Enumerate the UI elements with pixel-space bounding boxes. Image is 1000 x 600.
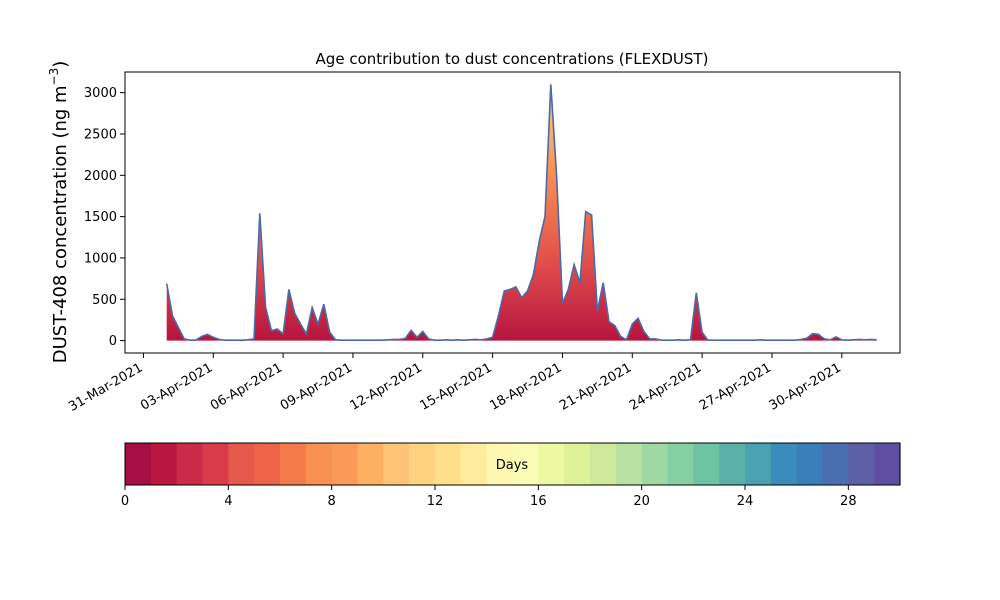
x-tick-label: 06-Apr-2021 xyxy=(208,360,285,413)
colorbar-bin xyxy=(693,443,720,485)
colorbar-bin xyxy=(280,443,307,485)
colorbar: Days 0 4 8 12 16 20 24 28 xyxy=(121,442,901,509)
colorbar-bin xyxy=(460,443,488,485)
colorbar-tick-label: 12 xyxy=(427,494,444,509)
colorbar-bin xyxy=(202,443,229,485)
x-tick-label: 30-Apr-2021 xyxy=(767,360,844,413)
colorbar-bin xyxy=(848,443,875,485)
y-tick-label: 1500 xyxy=(84,210,117,225)
colorbar-bin xyxy=(357,443,384,485)
y-axis-label-main: DUST-408 concentration (ng m xyxy=(50,85,71,363)
x-ticks: 31-Mar-202103-Apr-202106-Apr-202109-Apr-… xyxy=(66,353,844,415)
colorbar-bin xyxy=(874,443,901,485)
chart-title: Age contribution to dust concentrations … xyxy=(316,50,709,68)
colorbar-bin xyxy=(150,443,178,485)
colorbar-tick-label: 8 xyxy=(328,494,336,509)
colorbar-bin xyxy=(254,443,281,485)
y-tick-label: 3000 xyxy=(84,86,117,101)
x-tick-label: 09-Apr-2021 xyxy=(278,360,355,413)
colorbar-bin xyxy=(228,443,255,485)
colorbar-bin xyxy=(435,443,462,485)
colorbar-bin xyxy=(486,443,514,485)
colorbar-bin xyxy=(305,443,333,485)
x-tick-label: 21-Apr-2021 xyxy=(557,360,634,413)
colorbar-bin xyxy=(615,443,643,485)
axes-frame xyxy=(124,71,901,354)
y-tick-label: 1000 xyxy=(84,251,117,266)
colorbar-tick-label: 16 xyxy=(530,494,547,509)
x-tick-label: 15-Apr-2021 xyxy=(417,360,494,413)
y-axis-label-close: ) xyxy=(50,61,71,68)
x-tick-label: 27-Apr-2021 xyxy=(697,360,774,413)
x-tick-label: 31-Mar-2021 xyxy=(66,360,145,414)
colorbar-tick-label: 20 xyxy=(633,494,650,509)
colorbar-bin xyxy=(641,443,669,485)
x-tick-label: 12-Apr-2021 xyxy=(348,360,425,413)
colorbar-tick-label: 28 xyxy=(840,494,857,509)
colorbar-label: Days xyxy=(496,458,529,473)
y-axis-label-sup: −3 xyxy=(47,68,61,86)
colorbar-bin xyxy=(125,443,152,485)
colorbar-bin xyxy=(564,443,591,485)
y-tick-label: 500 xyxy=(92,293,117,308)
colorbar-bin xyxy=(538,443,565,485)
x-tick-label: 24-Apr-2021 xyxy=(627,360,704,413)
colorbar-tick-label: 4 xyxy=(224,494,232,509)
colorbar-bin xyxy=(745,443,772,485)
colorbar-ticks: 0 4 8 12 16 20 24 28 xyxy=(121,485,857,509)
colorbar-bin xyxy=(770,443,798,485)
y-ticks: 0 500 1000 1500 2000 2500 3000 xyxy=(84,86,125,349)
y-tick-label: 2500 xyxy=(84,127,117,142)
colorbar-tick-label: 0 xyxy=(121,494,129,509)
colorbar-bin xyxy=(176,443,204,485)
colorbar-bin xyxy=(331,443,359,485)
colorbar-bin xyxy=(409,443,436,485)
y-tick-label: 0 xyxy=(109,334,117,349)
colorbar-frame xyxy=(124,442,901,486)
colorbar-bin xyxy=(822,443,849,485)
area-total xyxy=(166,84,877,341)
colorbar-bin xyxy=(512,443,539,485)
colorbar-tick-label: 24 xyxy=(737,494,754,509)
x-tick-label: 18-Apr-2021 xyxy=(487,360,564,413)
colorbar-bin xyxy=(590,443,617,485)
colorbar-bin xyxy=(383,443,410,485)
colorbar-bin xyxy=(796,443,824,485)
colorbar-bin xyxy=(719,443,746,485)
y-tick-label: 2000 xyxy=(84,169,117,184)
colorbar-bins xyxy=(125,443,901,485)
series-total-line xyxy=(165,84,877,342)
colorbar-bin xyxy=(667,443,694,485)
x-tick-label: 03-Apr-2021 xyxy=(138,360,215,413)
y-axis-label: DUST-408 concentration (ng m−3) xyxy=(47,61,71,364)
plot-area xyxy=(165,84,877,342)
